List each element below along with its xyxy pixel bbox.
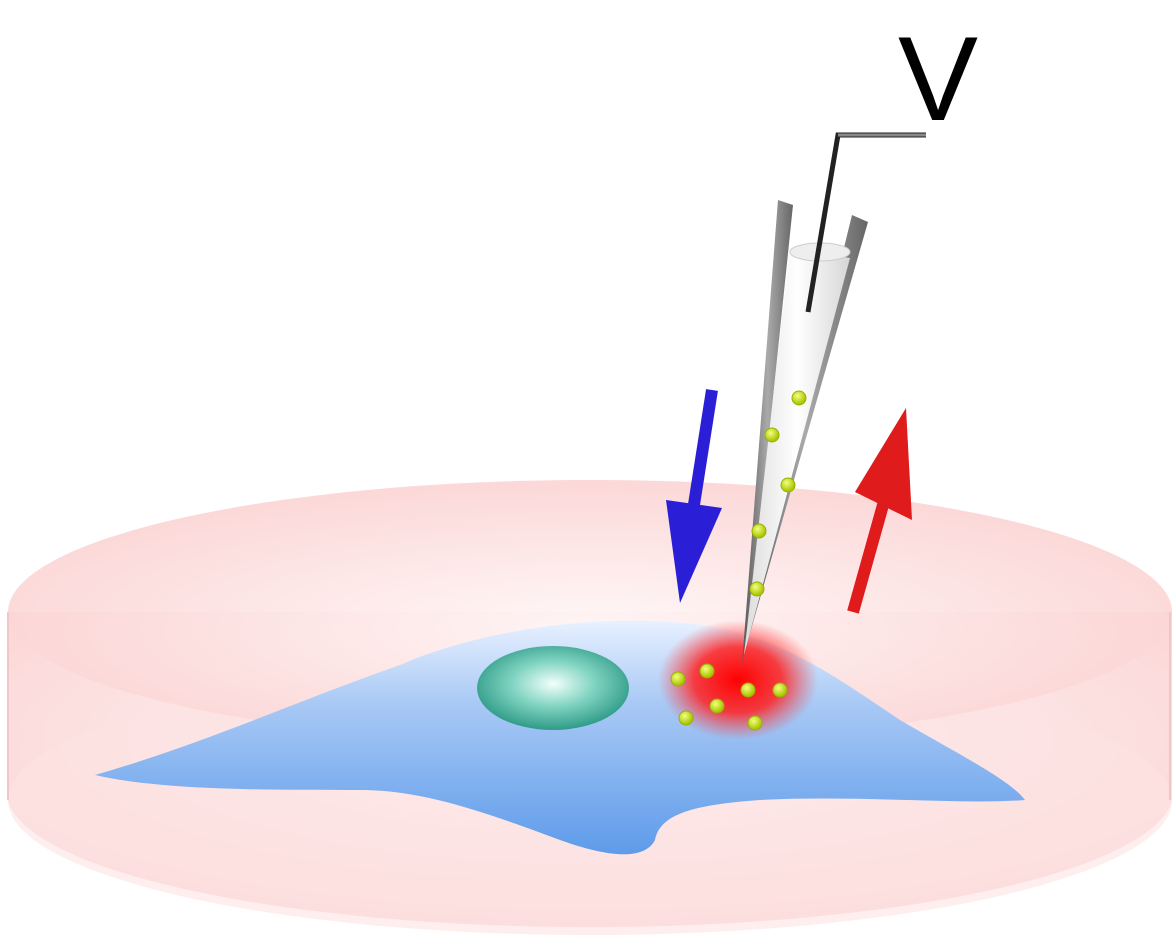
nucleus (477, 646, 629, 730)
release-glow (658, 620, 818, 740)
particles (670, 390, 807, 731)
voltage-label: V (898, 12, 978, 146)
inward-arrow (666, 389, 722, 603)
outward-arrow (847, 408, 912, 614)
